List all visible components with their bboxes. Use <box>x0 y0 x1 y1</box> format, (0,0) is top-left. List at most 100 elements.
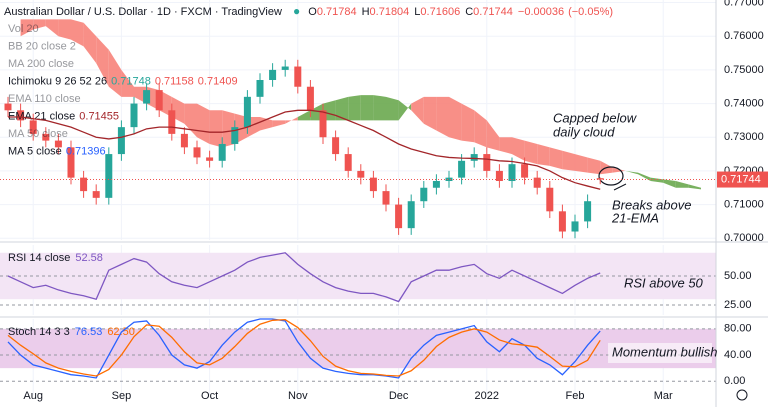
annotation: daily cloud <box>553 124 615 139</box>
x-tick-label: Feb <box>566 390 585 402</box>
highlight-circle <box>598 166 624 186</box>
y-tick-label: 0.74000 <box>724 97 764 109</box>
cloud-segment <box>423 96 437 131</box>
legend-entry: RSI 14 close 52.58 <box>8 252 103 264</box>
y-tick-label: 80.00 <box>724 323 752 335</box>
series-line <box>7 252 601 303</box>
ohlc-value: 0.71804 <box>370 6 410 18</box>
cloud-segment <box>512 137 525 161</box>
last-price-tag <box>717 171 768 188</box>
candle-body <box>571 221 579 232</box>
candle-body <box>206 157 214 161</box>
candle-body <box>143 90 151 104</box>
candle-body <box>105 154 113 198</box>
candle-body <box>4 103 12 111</box>
candle-body <box>596 178 604 180</box>
cloud-segment <box>184 103 197 138</box>
legend-entry: Vol 20 <box>8 23 39 35</box>
legend-entry: BB 20 close 2 <box>8 40 76 52</box>
legend-name: EMA 110 close <box>8 93 81 105</box>
legend-name: Ichimoku 9 26 52 26 <box>8 75 107 87</box>
legend-name: BB 20 close 2 <box>8 40 76 52</box>
change-pct: (−0.05%) <box>568 6 613 18</box>
y-tick-label: 0.77000 <box>724 0 764 8</box>
cloud-segment <box>373 95 386 121</box>
cloud-segment <box>33 19 46 30</box>
cloud-segment <box>398 100 412 121</box>
candle-body <box>155 90 163 111</box>
candle-body <box>117 127 125 155</box>
header: Australian Dollar / U.S. Dollar · 1D · F… <box>4 4 613 18</box>
status-dot: ● <box>293 4 300 18</box>
cloud-segment <box>549 147 563 170</box>
candle-body <box>92 191 100 198</box>
cloud-segment <box>650 177 664 183</box>
cloud-segment <box>587 157 601 175</box>
series-line <box>8 109 601 190</box>
candle-body <box>319 110 327 138</box>
cloud-segment <box>449 96 462 141</box>
candle-body <box>269 69 277 80</box>
candle-body <box>180 133 188 148</box>
legend-name: EMA 21 close <box>8 110 75 122</box>
cloud-segment <box>524 140 538 165</box>
legend-entry: MA 200 close <box>8 58 74 70</box>
cloud-segment <box>562 150 575 171</box>
candle-body <box>521 164 529 178</box>
symbol-title: Australian Dollar / U.S. Dollar · 1D · F… <box>4 6 282 18</box>
cloud-segment <box>411 96 424 124</box>
ohlc-value: 0.71744 <box>473 6 513 18</box>
candle-body <box>546 187 554 212</box>
candle-body <box>130 103 138 128</box>
candle-body <box>42 133 50 141</box>
cloud-segment <box>108 49 122 97</box>
cloud-segment <box>197 103 210 144</box>
x-tick-label: Mar <box>654 390 673 402</box>
legend-name: MA 200 close <box>8 58 74 70</box>
cloud-segment <box>537 143 550 166</box>
legend-entry: EMA 110 close <box>8 93 81 105</box>
annotation: Breaks above <box>612 197 692 212</box>
cloud-segment <box>360 95 374 121</box>
annotation: Capped below <box>553 110 638 125</box>
candle-body <box>357 170 365 178</box>
y-tick-label: 0.75000 <box>724 64 764 76</box>
candle-body <box>332 137 340 155</box>
y-tick-label: 0.76000 <box>724 30 764 42</box>
ohlc-value: 0.71606 <box>420 6 460 18</box>
cloud-segment <box>209 110 223 148</box>
candle-body <box>231 127 239 144</box>
ohlc-letter: L <box>414 6 420 18</box>
x-tick-label: Nov <box>288 390 308 402</box>
arrow <box>613 183 627 191</box>
candle-body <box>558 211 566 232</box>
legend-name: RSI 14 close <box>8 252 70 264</box>
candle-body <box>80 177 88 192</box>
legend-value: 0.71409 <box>198 75 238 87</box>
cloud-segment <box>499 137 512 155</box>
cloud-segment <box>335 96 349 121</box>
y-tick-label: 40.00 <box>724 349 752 361</box>
ohlc-letter: H <box>362 6 370 18</box>
settings-icon[interactable] <box>736 389 748 401</box>
candle-body <box>29 120 37 134</box>
series-line <box>7 318 601 377</box>
candle-body <box>256 80 264 97</box>
cloud-segment <box>58 19 71 40</box>
candle-body <box>369 177 377 192</box>
x-tick-label: Sep <box>112 390 132 402</box>
y-tick-label: 0.71000 <box>724 198 764 210</box>
y-tick-label: 0.00 <box>724 375 745 387</box>
candle-body <box>395 204 403 229</box>
candle-body <box>407 201 415 229</box>
cloud-segment <box>272 120 286 128</box>
legend-value: 0.71158 <box>155 75 194 87</box>
cloud-segment <box>121 69 134 97</box>
change: −0.00036 <box>518 6 564 18</box>
legend-entry: EMA 21 close 0.71455 <box>8 110 119 122</box>
cloud-segment <box>386 96 399 121</box>
cloud-segment <box>45 19 59 37</box>
legend-value: 0.71455 <box>79 110 119 122</box>
candle-body <box>17 110 25 121</box>
